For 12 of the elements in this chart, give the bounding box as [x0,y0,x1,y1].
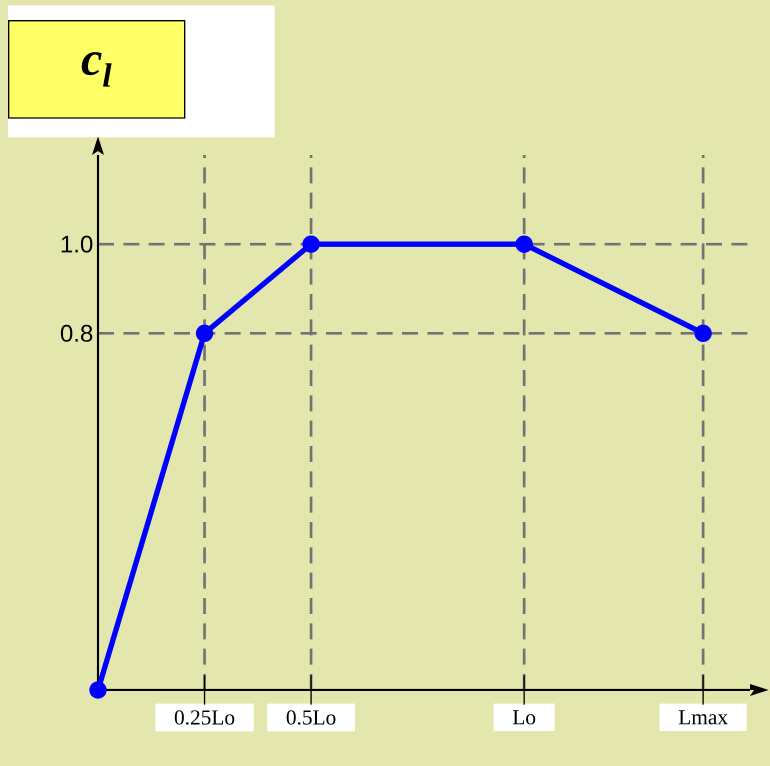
y-tick-label: 1.0 [62,236,92,253]
x-tick-label: 0.25Lo [174,710,234,725]
point [515,235,533,253]
x-tick-label: Lo [512,710,536,724]
point [196,324,214,342]
point [694,324,712,342]
point [89,681,107,699]
chart-title: c$_{l}$ [82,52,112,87]
point [302,235,320,253]
y-tick-label: 0.8 [60,324,92,342]
x-tick-label: Lmax [678,710,728,724]
x-tick-label: 0.5Lo [286,710,336,725]
